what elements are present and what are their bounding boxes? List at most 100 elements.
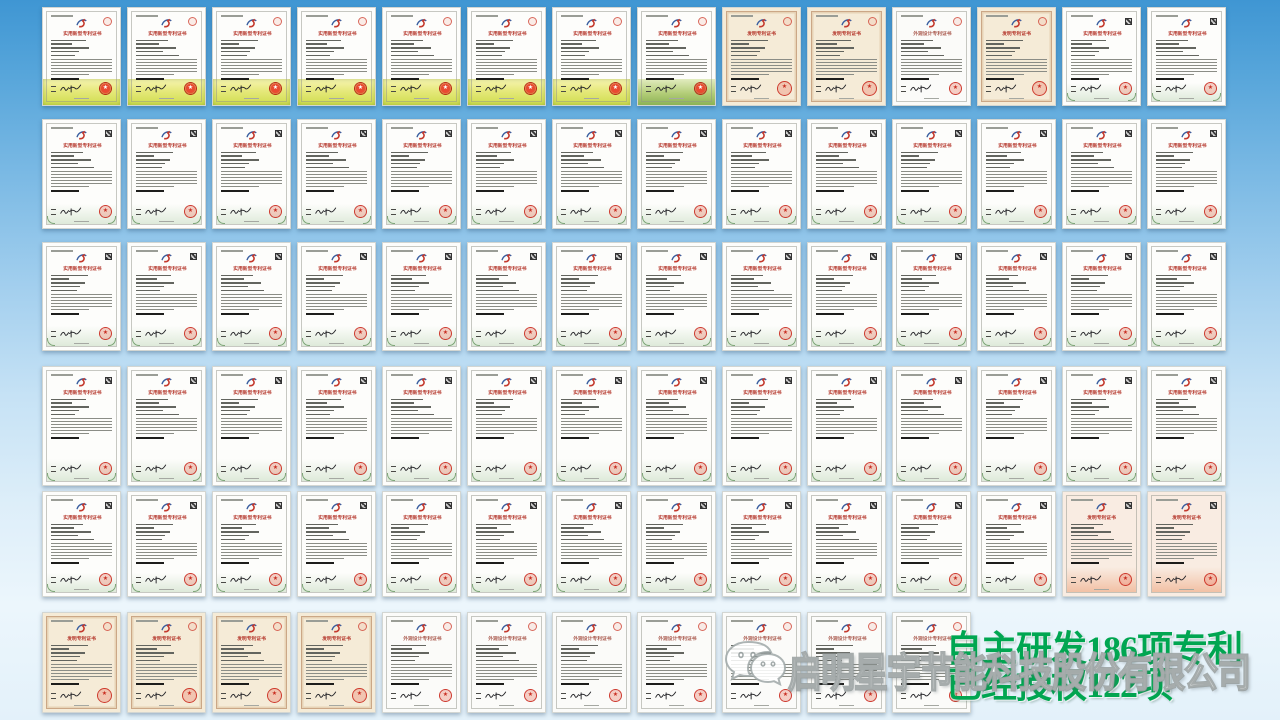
- commissioner-label: [1156, 330, 1161, 337]
- paragraph-line: [221, 182, 282, 184]
- bold-rule: [306, 436, 335, 440]
- field-line: [731, 163, 760, 165]
- paragraph-line: [561, 557, 599, 559]
- bold-rule: [1156, 436, 1185, 440]
- field-line: [646, 55, 689, 57]
- paragraph-line: [476, 300, 537, 302]
- paragraph-line: [306, 305, 367, 307]
- field-line: [731, 159, 769, 161]
- certificate-number-line: [306, 250, 328, 252]
- bold-rule: [51, 561, 80, 565]
- paragraph-line: [1071, 305, 1132, 307]
- signature-row: ★: [136, 688, 197, 703]
- paragraph-line: [221, 673, 282, 675]
- certificate-frame: 发明专利证书 ★: [981, 11, 1052, 102]
- patent-certificate: 实用新型专利证书 ★: [127, 491, 206, 597]
- commissioner-label: [51, 465, 56, 472]
- body-paragraph: [136, 59, 197, 75]
- signature-row: ★: [901, 326, 962, 341]
- paragraph-line: [391, 70, 452, 72]
- page-footer-line: [1009, 221, 1024, 222]
- paragraph-line: [51, 303, 112, 305]
- certificate-header: [476, 16, 537, 28]
- certificate-row: 实用新型专利证书 ★ 实用新型专利证书 ★ 实用新型专利证书 ★ 实用新型专利证书 ★ 实用新型…: [42, 491, 1226, 597]
- paragraph-line: [816, 675, 877, 677]
- field-line: [476, 648, 500, 650]
- paragraph-line: [476, 174, 537, 176]
- certificate-header: [816, 129, 877, 140]
- field-lines: [136, 39, 197, 57]
- field-lines: [306, 523, 367, 541]
- paragraph-line: [51, 65, 112, 67]
- patent-certificate: 实用新型专利证书 ★: [807, 366, 886, 486]
- body-paragraph: [1156, 171, 1217, 187]
- field-line: [1071, 163, 1098, 165]
- field-lines: [816, 644, 877, 662]
- certificate-header: [1071, 252, 1132, 263]
- paragraph-line: [391, 303, 452, 305]
- official-seal-icon: ★: [777, 81, 792, 96]
- cnipa-logo-icon: [245, 377, 257, 386]
- official-seal-icon: ★: [609, 82, 622, 95]
- cnipa-logo-icon: [75, 502, 87, 511]
- red-stamp-icon: [528, 621, 537, 631]
- corner-ornament-left: [132, 473, 140, 481]
- body-paragraph: [816, 664, 877, 680]
- field-line: [221, 527, 242, 529]
- bold-rule: [646, 436, 675, 440]
- paragraph-line: [51, 667, 112, 669]
- certificate-header: [221, 501, 282, 512]
- signature-scribble: [60, 691, 82, 700]
- bold-rule: [51, 682, 80, 686]
- paragraph-line: [901, 308, 939, 310]
- body-paragraph: [901, 543, 962, 559]
- body-paragraph: [221, 543, 282, 559]
- signature-scribble: [230, 329, 252, 338]
- wechat-icon: [724, 640, 787, 687]
- certificate-header: [51, 376, 112, 387]
- qr-code: [955, 129, 962, 137]
- paragraph-line: [1071, 300, 1132, 302]
- paragraph-line: [646, 294, 707, 296]
- cnipa-logo-icon: [1180, 502, 1192, 511]
- field-line: [306, 51, 335, 53]
- field-line: [816, 539, 859, 541]
- bold-rule: [221, 436, 250, 440]
- patent-certificate: 发明专利证书 ★: [127, 612, 206, 713]
- paragraph-line: [986, 303, 1047, 305]
- paragraph-line: [136, 303, 197, 305]
- official-seal-icon: ★: [949, 82, 962, 95]
- page-footer-line: [1009, 478, 1024, 479]
- certificate-header: [51, 621, 112, 633]
- signature-scribble: [655, 464, 677, 473]
- cnipa-logo-icon: [1180, 130, 1192, 139]
- field-line: [306, 159, 347, 161]
- paragraph-line: [306, 549, 367, 551]
- paragraph-line: [476, 59, 537, 61]
- certificate-title: 外观设计专利证书: [658, 635, 697, 641]
- field-line: [816, 414, 841, 416]
- paragraph-line: [731, 297, 792, 299]
- paragraph-line: [136, 180, 197, 182]
- field-lines: [986, 398, 1047, 416]
- field-line: [986, 531, 1024, 533]
- paragraph-line: [1071, 421, 1132, 423]
- field-lines: [306, 274, 367, 292]
- certificate-row: 实用新型专利证书 ★ 实用新型专利证书 ★ 实用新型专利证书 ★ 实用新型专利证书 ★ 实用新型…: [42, 7, 1226, 106]
- paragraph-line: [306, 174, 367, 176]
- corner-ornament-left: [472, 473, 480, 481]
- field-lines: [51, 151, 112, 169]
- patent-certificate: 实用新型专利证书 ★: [1062, 242, 1141, 351]
- certificate-frame: 外观设计专利证书 ★: [896, 616, 967, 709]
- field-line: [1156, 402, 1180, 404]
- field-line: [391, 410, 418, 412]
- commissioner-label: [901, 330, 906, 337]
- certificate-header: [561, 621, 622, 633]
- field-line: [731, 286, 758, 288]
- signature-scribble: [740, 575, 762, 584]
- paragraph-line: [731, 185, 769, 187]
- field-line: [306, 290, 332, 292]
- certificate-number-line: [221, 15, 243, 17]
- certificate-number-line: [306, 374, 328, 376]
